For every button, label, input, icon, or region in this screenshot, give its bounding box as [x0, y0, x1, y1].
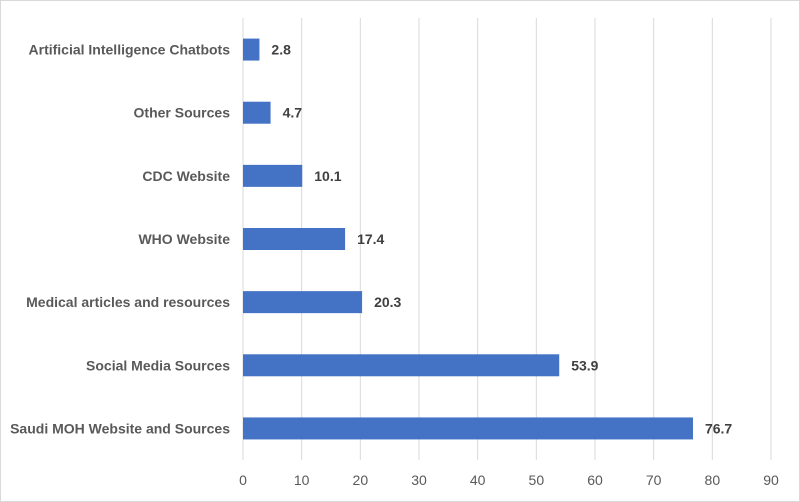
category-label-5: CDC Website	[142, 168, 230, 184]
category-label-2: Social Media Sources	[86, 357, 230, 373]
category-label-1: Saudi MOH Website and Sources	[10, 420, 230, 436]
value-label-6: 4.7	[283, 105, 303, 121]
x-tick-label-30: 30	[411, 472, 427, 488]
value-label-4: 17.4	[357, 231, 384, 247]
bar-1	[243, 417, 693, 440]
bar-3	[243, 291, 363, 314]
x-tick-label-20: 20	[353, 472, 369, 488]
value-labels: 76.7 53.9 20.3 17.4 10.1 4.7 2.8	[271, 42, 732, 437]
x-tick-label-60: 60	[587, 472, 603, 488]
x-tick-label-50: 50	[529, 472, 545, 488]
x-tick-label-80: 80	[705, 472, 721, 488]
category-labels: Saudi MOH Website and Sources Social Medi…	[10, 42, 230, 437]
category-label-6: Other Sources	[134, 105, 231, 121]
bar-7	[243, 38, 260, 61]
gridlines	[242, 18, 772, 460]
value-label-3: 20.3	[374, 294, 401, 310]
category-label-7: Artificial Intelligence Chatbots	[29, 42, 231, 58]
value-label-1: 76.7	[705, 420, 732, 436]
value-label-7: 2.8	[271, 42, 291, 58]
x-tick-label-0: 0	[239, 472, 247, 488]
value-label-2: 53.9	[571, 357, 598, 373]
x-tick-label-70: 70	[646, 472, 662, 488]
x-tick-label-40: 40	[470, 472, 486, 488]
bar-5	[243, 164, 303, 187]
x-tick-labels: 0 10 20 30 40 50 60 70 80 90	[239, 472, 779, 488]
category-label-4: WHO Website	[138, 231, 230, 247]
category-label-3: Medical articles and resources	[26, 294, 230, 310]
bar-2	[243, 354, 560, 377]
bar-4	[243, 228, 346, 250]
value-label-5: 10.1	[314, 168, 341, 184]
x-tick-label-90: 90	[763, 472, 779, 488]
bar-6	[243, 101, 271, 124]
bars	[243, 38, 693, 440]
x-tick-label-10: 10	[294, 472, 310, 488]
